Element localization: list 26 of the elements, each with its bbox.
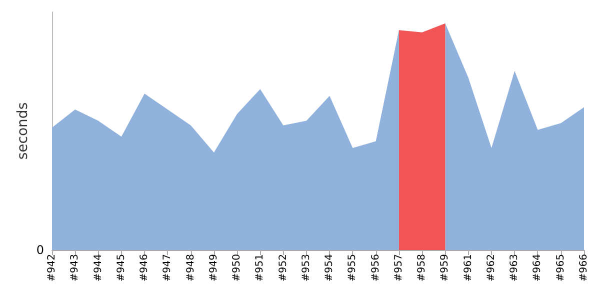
x-tick-label: #945 xyxy=(116,254,127,282)
x-tick-label: #956 xyxy=(370,254,382,282)
x-tick-label: #965 xyxy=(555,254,566,282)
x-tick-label: #966 xyxy=(578,254,590,282)
x-tick-label: #963 xyxy=(509,254,520,282)
x-tick-label: #951 xyxy=(254,254,266,282)
x-tick-label: #950 xyxy=(232,254,243,282)
x-tick-label: #947 xyxy=(162,254,174,282)
x-tick-label: #942 xyxy=(46,254,58,282)
text: 0 xyxy=(36,243,44,257)
x-tick-label: #952 xyxy=(278,254,289,282)
x-tick-label: #949 xyxy=(208,254,220,282)
x-tick-label: #948 xyxy=(185,254,196,282)
x-tick-label: #961 xyxy=(462,254,474,282)
x-tick-label: #953 xyxy=(300,254,312,282)
x-tick-label: #944 xyxy=(92,254,104,282)
y-axis-title: seconds xyxy=(15,102,31,160)
x-tick-label: #943 xyxy=(70,254,81,282)
x-tick-label: #954 xyxy=(324,254,336,282)
x-tick-label: #946 xyxy=(139,254,150,282)
x-tick-label: #958 xyxy=(416,254,428,282)
x-tick-label: #964 xyxy=(532,254,544,282)
x-tick-label: #955 xyxy=(347,254,358,282)
x-tick-label: #957 xyxy=(393,254,404,282)
x-tick-label: #959 xyxy=(440,254,451,282)
x-tick-label: #962 xyxy=(486,254,497,282)
